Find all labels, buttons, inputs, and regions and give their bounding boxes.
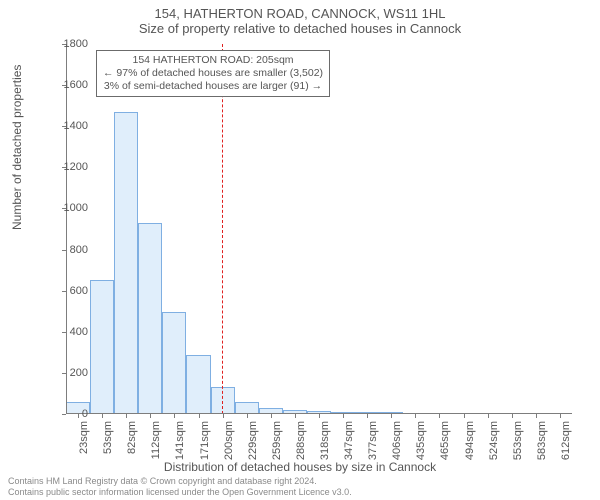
y-tick-label: 1400 [48, 120, 88, 132]
x-tick-mark [271, 414, 272, 418]
x-tick-mark [199, 414, 200, 418]
y-tick-label: 400 [48, 326, 88, 338]
y-tick-label: 800 [48, 244, 88, 256]
x-tick-mark [464, 414, 465, 418]
plot-area: 23sqm53sqm82sqm112sqm141sqm171sqm200sqm2… [66, 44, 572, 414]
x-tick-mark [367, 414, 368, 418]
y-tick-label: 1000 [48, 202, 88, 214]
x-axis-label: Distribution of detached houses by size … [0, 460, 600, 474]
y-axis-label: Number of detached properties [10, 65, 24, 230]
x-tick-mark [102, 414, 103, 418]
x-tick-mark [150, 414, 151, 418]
x-tick-mark [560, 414, 561, 418]
annotation-box: 154 HATHERTON ROAD: 205sqm ← 97% of deta… [96, 50, 330, 97]
title-main: 154, HATHERTON ROAD, CANNOCK, WS11 1HL [0, 0, 600, 21]
title-sub: Size of property relative to detached ho… [0, 21, 600, 36]
y-tick-label: 1200 [48, 161, 88, 173]
x-tick-mark [174, 414, 175, 418]
x-tick-mark [536, 414, 537, 418]
y-tick-label: 1600 [48, 79, 88, 91]
x-tick-mark [391, 414, 392, 418]
annotation-line1: 154 HATHERTON ROAD: 205sqm [103, 54, 323, 67]
y-tick-label: 600 [48, 285, 88, 297]
footer-line1: Contains HM Land Registry data © Crown c… [8, 476, 352, 487]
plot-border [66, 44, 572, 414]
annotation-line3: 3% of semi-detached houses are larger (9… [103, 80, 323, 93]
x-tick-mark [439, 414, 440, 418]
x-tick-mark [126, 414, 127, 418]
x-tick-mark [247, 414, 248, 418]
x-tick-mark [415, 414, 416, 418]
x-tick-mark [223, 414, 224, 418]
x-tick-mark [488, 414, 489, 418]
y-tick-label: 1800 [48, 38, 88, 50]
chart-container: 154, HATHERTON ROAD, CANNOCK, WS11 1HL S… [0, 0, 600, 500]
x-tick-mark [512, 414, 513, 418]
x-tick-mark [343, 414, 344, 418]
x-tick-mark [319, 414, 320, 418]
footer-line2: Contains public sector information licen… [8, 487, 352, 498]
y-tick-label: 200 [48, 367, 88, 379]
x-tick-mark [295, 414, 296, 418]
footer-attribution: Contains HM Land Registry data © Crown c… [8, 476, 352, 498]
annotation-line2: ← 97% of detached houses are smaller (3,… [103, 67, 323, 80]
y-tick-label: 0 [48, 408, 88, 420]
